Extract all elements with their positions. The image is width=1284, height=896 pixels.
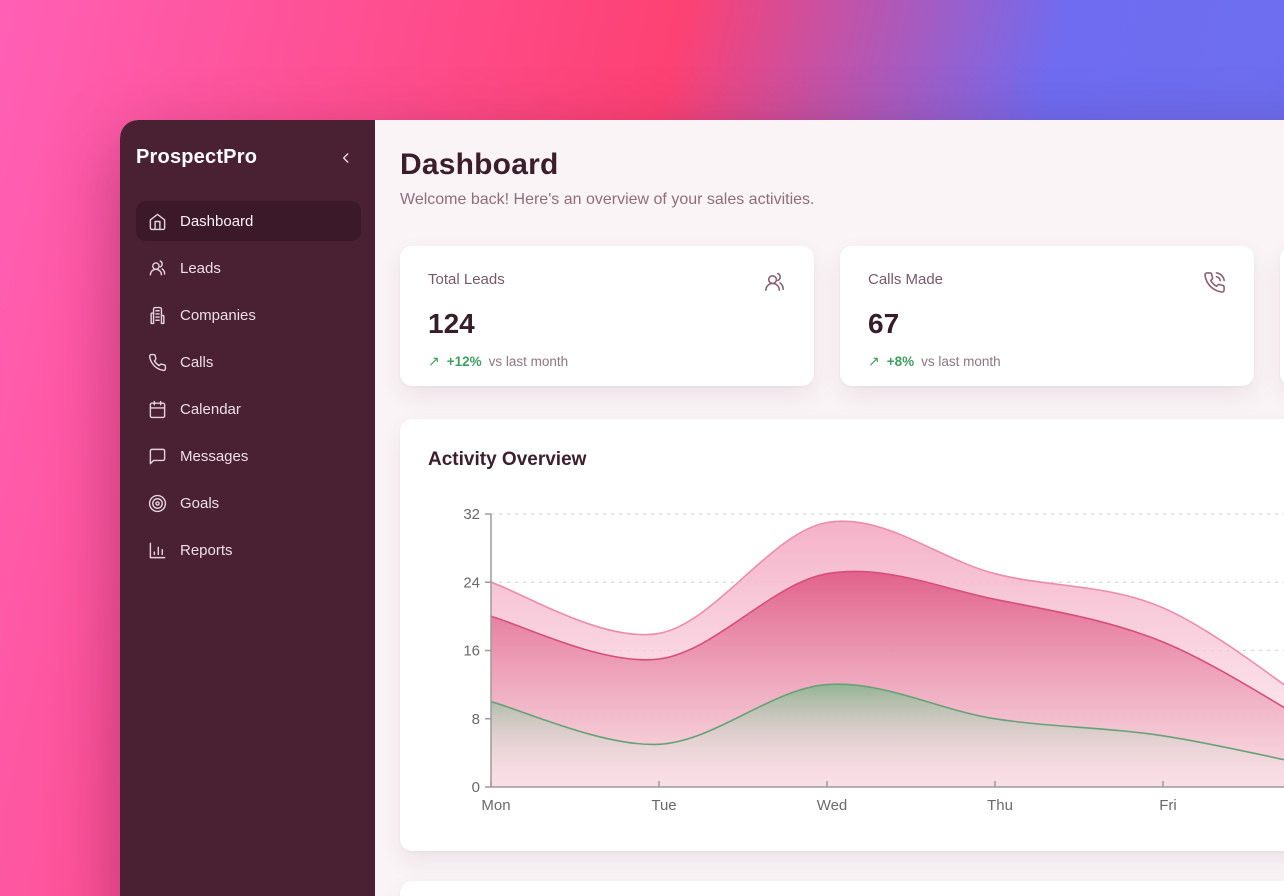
chart-x-label: Fri — [1159, 797, 1177, 814]
sidebar-item-label: Goals — [180, 494, 220, 512]
stat-label: Calls Made — [868, 271, 944, 288]
trend-suffix: vs last month — [921, 354, 1001, 369]
chart-x-label: Wed — [817, 797, 848, 814]
page-title: Dashboard — [400, 148, 559, 181]
chart-x-label: Mon — [481, 797, 510, 814]
activity-overview-title: Activity Overview — [428, 449, 587, 470]
calendar-icon — [149, 400, 166, 418]
chart-line-series-light-pink — [490, 520, 1284, 686]
chart-y-label: 32 — [463, 506, 480, 523]
chart-y-label: 0 — [472, 779, 480, 796]
stat-value: 124 — [428, 308, 475, 339]
brand-logo: ProspectPro — [136, 146, 258, 168]
sidebar-header: ProspectPro — [136, 146, 361, 169]
sidebar-item-leads[interactable]: Leads — [136, 248, 361, 288]
message-icon — [149, 448, 166, 464]
activity-overview-chart: 0 8 16 24 32 Mon Tue Wed Thu Fri — [463, 506, 1284, 814]
chart-y-label: 8 — [472, 711, 480, 728]
trend-suffix: vs last month — [488, 354, 569, 369]
sidebar-item-reports[interactable]: Reports — [136, 530, 361, 570]
sidebar-item-label: Dashboard — [180, 212, 254, 230]
chart-x-label: Thu — [987, 797, 1013, 814]
bar-chart-icon — [149, 542, 166, 558]
activity-overview-card: Activity Overview 0 8 16 24 32 Mon Tue Wed Thu Fr… — [400, 419, 1284, 851]
chart-line-series-green — [490, 683, 1284, 761]
stat-card-calls-made: Calls Made 67 ↗ +8% vs last month — [840, 246, 1254, 386]
building-icon — [150, 306, 165, 324]
phone-icon — [148, 353, 167, 371]
stat-trend: ↗ +12% vs last month — [428, 353, 786, 370]
stat-card-clipped — [1280, 246, 1284, 386]
sidebar-nav: Dashboard Leads Companies Calls Calendar… — [136, 201, 361, 570]
trend-up-arrow-icon: ↗ — [868, 353, 880, 369]
trend-percent: +8% — [886, 354, 915, 369]
bottom-card-clipped — [400, 881, 1284, 896]
sidebar-item-label: Calendar — [180, 400, 241, 418]
trend-up-arrow-icon: ↗ — [428, 353, 440, 369]
chart-x-label: Tue — [651, 797, 676, 814]
sidebar-item-goals[interactable]: Goals — [136, 483, 361, 523]
sidebar-item-dashboard[interactable]: Dashboard — [136, 201, 361, 241]
sidebar-item-calls[interactable]: Calls — [136, 342, 361, 382]
chart-area-series-green — [491, 684, 1284, 787]
chart-line-series-rose — [490, 570, 1284, 709]
sidebar-item-messages[interactable]: Messages — [136, 436, 361, 476]
chart-y-label: 24 — [463, 574, 480, 591]
stat-label: Total Leads — [428, 271, 505, 288]
app-window: ProspectPro Dashboard Leads Companies Ca… — [120, 120, 1284, 896]
chart-y-label: 16 — [463, 643, 480, 660]
stat-trend: ↗ +8% vs last month — [868, 353, 1226, 370]
chevron-left-icon — [342, 152, 349, 163]
home-icon — [149, 213, 166, 230]
stat-value: 67 — [868, 308, 900, 339]
sidebar-item-label: Calls — [180, 353, 214, 371]
target-icon — [148, 494, 167, 512]
trend-percent: +12% — [446, 354, 482, 369]
phone-call-icon — [1203, 271, 1226, 299]
sidebar-item-label: Reports — [180, 541, 233, 559]
main-content: Dashboard Welcome back! Here's an overvi… — [375, 120, 1284, 896]
users-icon — [763, 271, 786, 299]
sidebar-item-label: Companies — [180, 306, 256, 324]
stat-card-total-leads: Total Leads 124 ↗ +12% vs last month — [400, 246, 814, 386]
sidebar: ProspectPro Dashboard Leads Companies Ca… — [120, 120, 375, 896]
users-icon — [149, 259, 166, 276]
stats-grid: Total Leads 124 ↗ +12% vs last month Cal… — [400, 246, 1284, 386]
sidebar-item-calendar[interactable]: Calendar — [136, 389, 361, 429]
sidebar-item-label: Messages — [180, 447, 249, 465]
sidebar-item-companies[interactable]: Companies — [136, 295, 361, 335]
sidebar-item-label: Leads — [180, 259, 221, 277]
page-subtitle: Welcome back! Here's an overview of your… — [400, 191, 815, 208]
sidebar-collapse-button[interactable] — [335, 147, 357, 169]
